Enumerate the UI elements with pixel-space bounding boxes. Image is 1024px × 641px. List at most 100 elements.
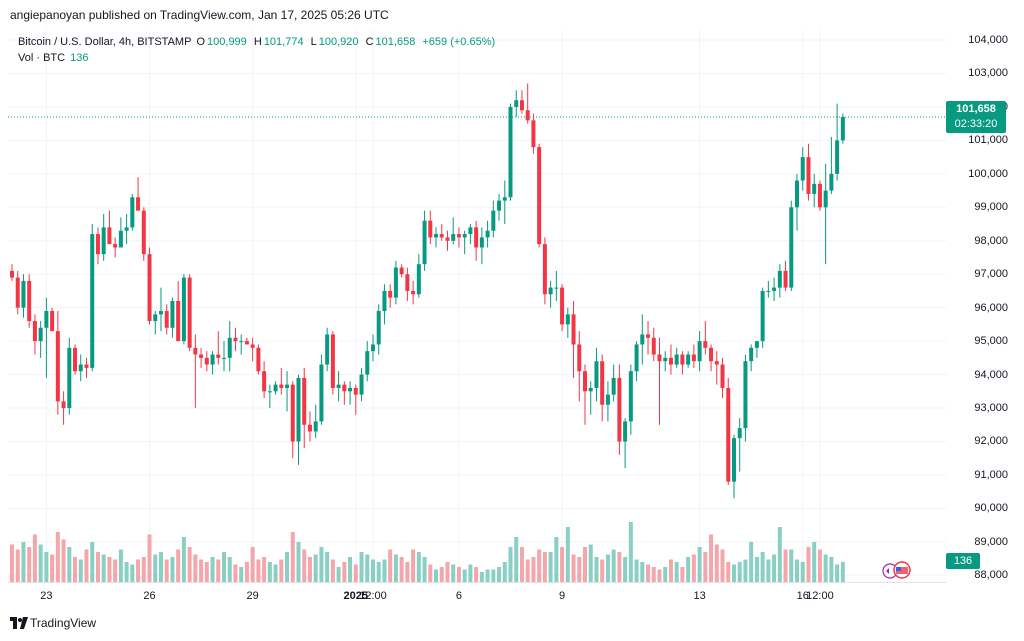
volume-bar xyxy=(330,559,335,582)
volume-bar xyxy=(376,562,381,582)
volume-bar xyxy=(216,559,221,582)
candle-body xyxy=(468,227,473,235)
candle-body xyxy=(405,274,410,291)
volume-bar xyxy=(663,567,668,582)
volume-bar xyxy=(456,567,461,582)
candle-body xyxy=(399,267,404,275)
volume-bar xyxy=(537,549,542,582)
candle-body xyxy=(537,147,542,245)
candle-body xyxy=(479,237,484,248)
volume-bar xyxy=(651,567,656,582)
volume-bar xyxy=(542,552,547,582)
candle-body xyxy=(170,300,175,328)
candle-body xyxy=(583,371,587,392)
volume-bar xyxy=(588,544,593,582)
candle-body xyxy=(640,334,645,345)
price-tick-label: 90,000 xyxy=(974,502,1008,515)
candle-body xyxy=(628,371,633,422)
footer-brand[interactable]: TradingView xyxy=(10,616,96,630)
candle-body xyxy=(812,183,817,194)
volume-bar xyxy=(227,557,232,582)
economic-events-icon[interactable] xyxy=(880,560,912,580)
candle-body xyxy=(342,384,347,392)
candle-body xyxy=(319,364,324,422)
candle-body xyxy=(674,354,679,365)
candle-body xyxy=(737,428,742,439)
candle-body xyxy=(199,354,204,358)
candle-body xyxy=(502,197,507,201)
volume-bar xyxy=(628,522,633,582)
candle-body xyxy=(296,377,301,442)
volume-bar xyxy=(233,564,238,582)
candle-body xyxy=(233,337,238,342)
price-tick-label: 97,000 xyxy=(974,268,1008,281)
volume-bar xyxy=(657,569,662,582)
candle-body xyxy=(279,384,284,388)
volume-bar xyxy=(411,549,416,582)
volume-bar xyxy=(136,559,141,582)
volume-bar xyxy=(61,539,66,582)
symbol-title[interactable]: Bitcoin / U.S. Dollar, 4h, BITSTAMP xyxy=(18,36,192,48)
candle-body xyxy=(411,290,416,295)
volume-bar xyxy=(50,554,55,582)
candle-body xyxy=(348,387,353,392)
candle-body xyxy=(514,100,519,107)
candle-body xyxy=(714,361,719,365)
volume-bar xyxy=(307,557,312,582)
volume-bar xyxy=(720,549,725,582)
volume-bar xyxy=(468,564,473,582)
volume-bar xyxy=(141,557,146,582)
chart-area[interactable] xyxy=(8,30,946,582)
volume-bar xyxy=(181,537,186,582)
candle-body xyxy=(262,371,267,392)
volume-bar xyxy=(118,549,123,582)
price-tick-label: 94,000 xyxy=(974,368,1008,381)
volume-bar xyxy=(754,557,759,582)
volume-bar xyxy=(210,557,215,582)
volume-bar xyxy=(525,559,530,582)
time-tick-label: 9 xyxy=(559,590,566,602)
volume-bar xyxy=(32,534,37,582)
volume-bar xyxy=(474,567,479,582)
volume-bar xyxy=(388,549,393,582)
candle-body xyxy=(365,351,370,375)
candlestick-chart[interactable] xyxy=(8,30,946,582)
candle-body xyxy=(388,290,393,298)
candle-body xyxy=(290,384,295,442)
candle-body xyxy=(422,220,427,265)
candle-body xyxy=(611,377,616,395)
candle-body xyxy=(749,347,754,362)
candle-body xyxy=(720,364,725,388)
open-key: O xyxy=(196,36,206,48)
candle-body xyxy=(439,234,444,238)
volume-bar xyxy=(777,527,782,582)
volume-bar xyxy=(714,544,719,582)
time-axis[interactable]: 23 26 29 2025 12:00 6 9 13 16 12:00 xyxy=(8,582,946,611)
candle-body xyxy=(760,290,765,342)
price-tick-label: 98,000 xyxy=(974,234,1008,247)
candle-body xyxy=(663,357,668,362)
volume-bar xyxy=(15,549,20,582)
candle-body xyxy=(697,341,702,362)
price-tick-label: 91,000 xyxy=(974,468,1008,481)
candle-body xyxy=(668,357,673,365)
candle-body xyxy=(50,311,55,332)
candle-body xyxy=(130,197,135,228)
volume-bar xyxy=(439,567,444,582)
volume-label[interactable]: Vol · BTC xyxy=(18,52,66,64)
candle-body xyxy=(680,354,685,365)
volume-bar xyxy=(176,549,181,582)
candle-body xyxy=(686,354,691,365)
close-value: 101,658 xyxy=(375,36,416,48)
candle-body xyxy=(222,357,227,359)
volume-bar xyxy=(262,557,267,582)
candle-body xyxy=(101,227,106,255)
candle-body xyxy=(691,354,696,362)
candle-body xyxy=(44,311,49,328)
volume-bar xyxy=(583,547,587,582)
price-tick-label: 103,000 xyxy=(968,67,1008,80)
volume-bar xyxy=(594,557,599,582)
candle-body xyxy=(273,384,278,392)
candle-body xyxy=(451,234,456,241)
candle-body xyxy=(285,384,290,388)
